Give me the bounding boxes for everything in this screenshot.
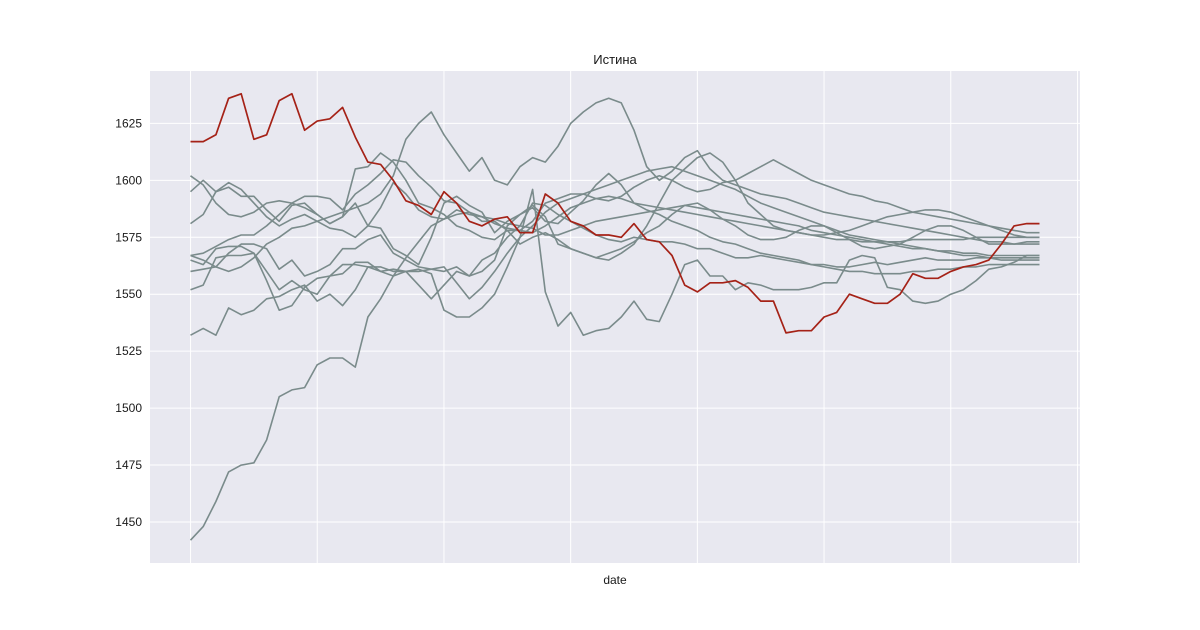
sample-series-line-9 [190,165,1040,312]
sample-lines [189,97,1040,541]
plot-background [150,71,1080,563]
sample-series-line-10 [190,97,1040,273]
y-tick-label: 1600 [115,173,142,187]
y-tick-label: 1575 [115,230,142,244]
sample-series-line-5 [190,159,1040,257]
y-tick-label: 1625 [115,116,142,130]
sample-series-line-8 [189,179,1040,243]
y-tick-label: 1475 [115,458,142,472]
x-axis-label: date [603,573,627,587]
y-tick-label: 1525 [115,344,142,358]
y-tick-labels: 1450 1475 1500 1525 1550 1575 1600 1625 [115,116,142,529]
y-tick-label: 1450 [115,515,142,529]
y-tick-label: 1550 [115,287,142,301]
sample-series-line-2 [190,188,1040,337]
sample-series-line-3 [190,202,1040,300]
y-tick-label: 1500 [115,401,142,415]
truth-series-line [190,92,1040,334]
sample-series-line-7 [190,152,1040,261]
chart-title: Истина [593,52,637,67]
truth-lines [190,92,1040,334]
sample-series-line-1 [189,204,1040,541]
